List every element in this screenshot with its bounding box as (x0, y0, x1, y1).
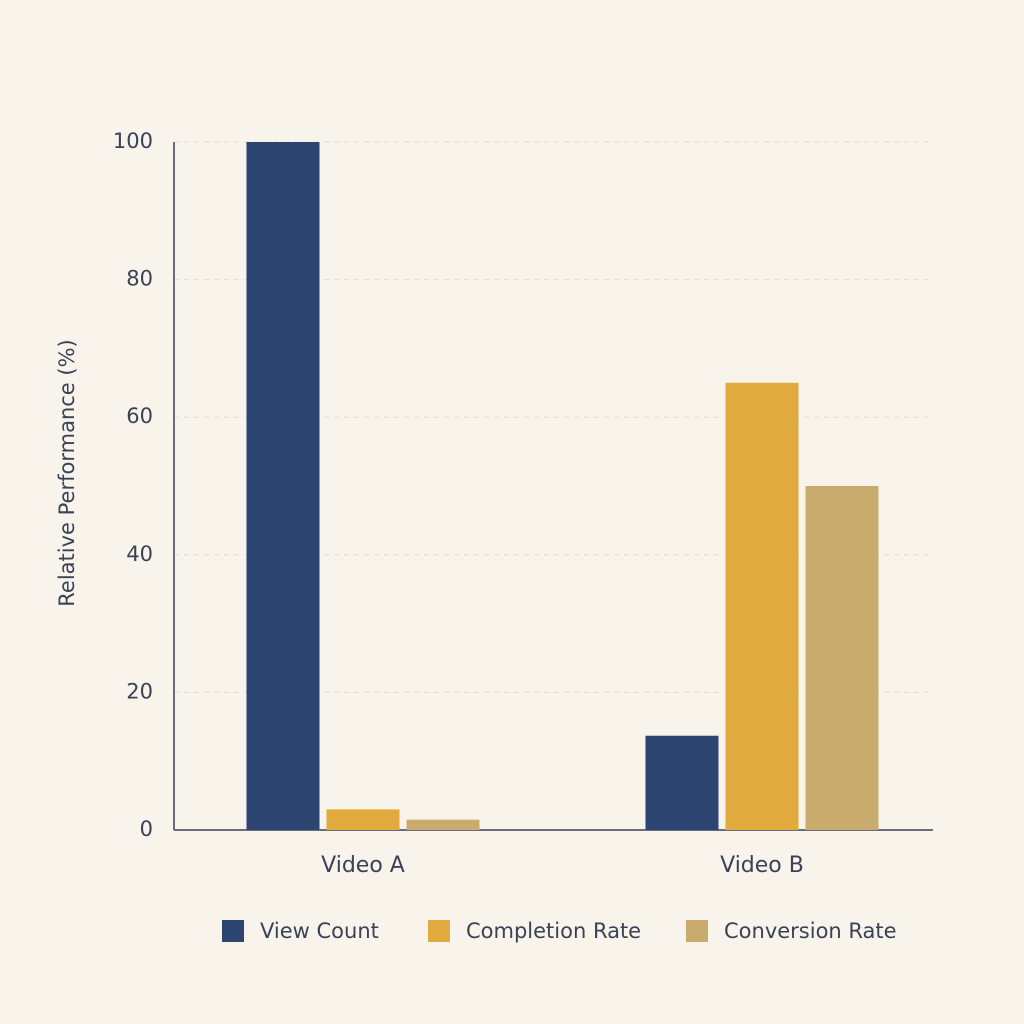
bar (805, 486, 879, 830)
bar (406, 819, 480, 830)
legend-swatch (222, 920, 244, 942)
legend-label: Completion Rate (466, 919, 641, 943)
y-tick-label: 0 (140, 817, 153, 841)
legend-label: View Count (260, 919, 379, 943)
y-tick-label: 100 (113, 129, 153, 153)
bar (326, 809, 400, 830)
legend-swatch (428, 920, 450, 942)
y-tick-label: 20 (126, 679, 153, 703)
bar (246, 142, 320, 830)
legend-label: Conversion Rate (724, 919, 897, 943)
bar (645, 735, 719, 830)
y-tick-label: 80 (126, 267, 153, 291)
x-tick-label: Video A (321, 853, 405, 878)
legend-swatch (686, 920, 708, 942)
x-tick-label: Video B (720, 853, 804, 878)
y-tick-label: 60 (126, 404, 153, 428)
y-axis-label: Relative Performance (%) (55, 339, 79, 606)
y-tick-label: 40 (126, 542, 153, 566)
bar (725, 382, 799, 830)
